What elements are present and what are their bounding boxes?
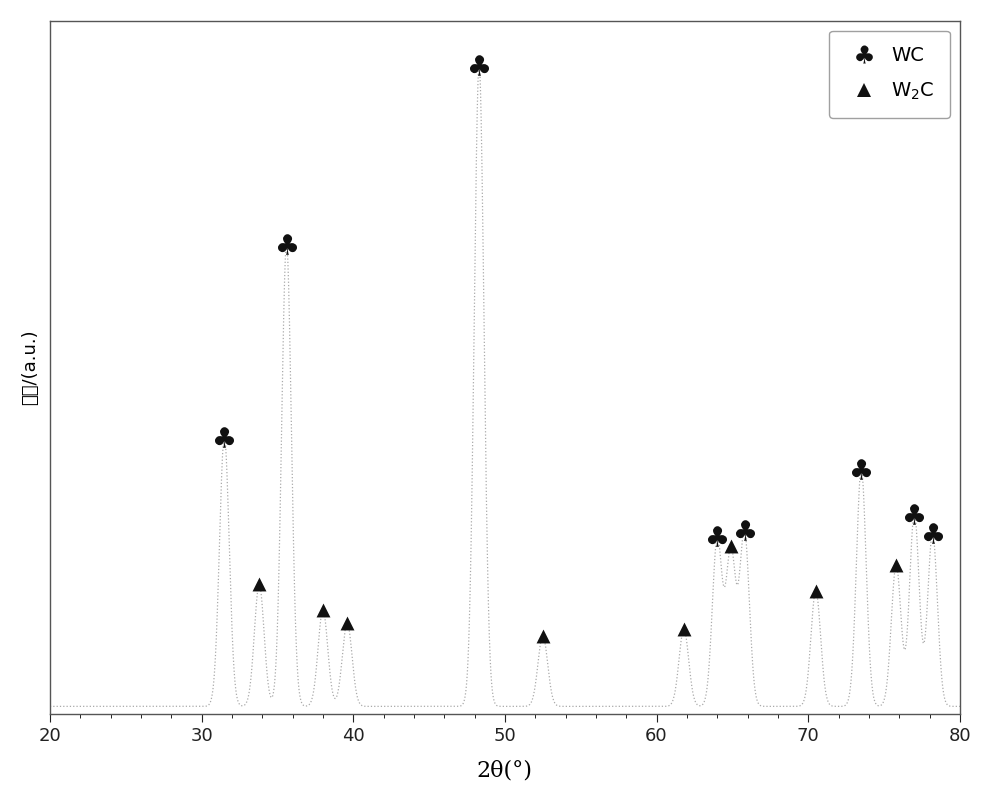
Point xyxy=(737,524,753,537)
Point xyxy=(279,238,295,251)
Point xyxy=(888,558,904,571)
Y-axis label: 强度/(a.u.): 强度/(a.u.) xyxy=(21,330,39,405)
Point xyxy=(709,530,725,543)
Point xyxy=(315,604,331,617)
Legend: WC, W$_2$C: WC, W$_2$C xyxy=(829,30,950,118)
Point xyxy=(251,578,267,591)
Point xyxy=(471,58,487,71)
Point xyxy=(853,463,869,476)
Point xyxy=(723,540,739,553)
Point xyxy=(807,585,823,597)
Point xyxy=(925,526,940,539)
X-axis label: 2θ(°): 2θ(°) xyxy=(477,759,533,781)
Point xyxy=(907,507,923,520)
Point xyxy=(676,623,691,636)
Point xyxy=(535,630,551,642)
Point xyxy=(216,431,232,444)
Point xyxy=(339,617,355,630)
